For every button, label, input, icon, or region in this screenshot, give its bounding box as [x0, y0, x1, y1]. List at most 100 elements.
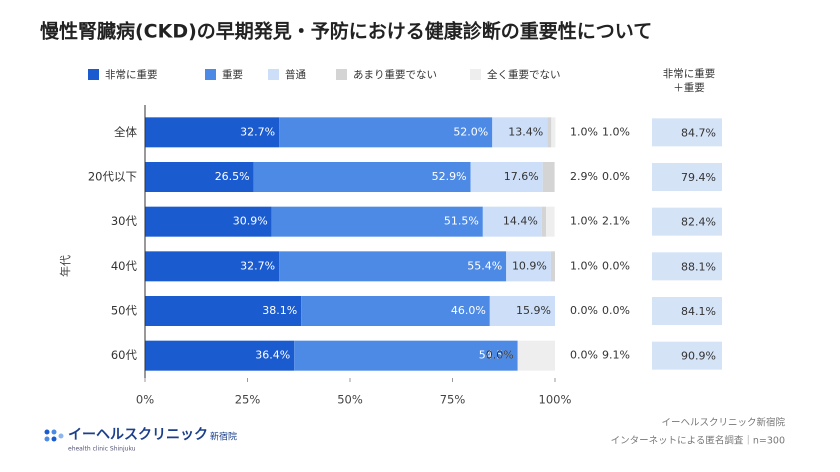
bar-segment [279, 251, 507, 282]
total-label: 90.9% [681, 350, 716, 363]
value-label: 13.4% [508, 125, 543, 138]
legend-swatch [470, 69, 481, 80]
logo-suffix: 新宿院 [210, 431, 237, 443]
source: イーヘルスクリニック新宿院 [661, 417, 785, 429]
total-box [652, 297, 722, 325]
total-box [652, 341, 722, 370]
source: インターネットによる匿名調査｜n=300 [611, 435, 785, 447]
total-label: 79.4% [681, 171, 716, 184]
y-axis-label: 年代 [58, 255, 72, 277]
y-tick-label: 50代 [111, 304, 138, 318]
value-label: 36.4% [255, 349, 290, 362]
legend-label: 重要 [222, 68, 243, 81]
value-label: 15.9% [516, 304, 551, 317]
logo-dot [58, 433, 64, 439]
value-label: 0.0% [570, 304, 598, 317]
total-box [652, 207, 722, 236]
total-label: 84.1% [681, 305, 716, 318]
y-tick-label: 60代 [111, 348, 138, 362]
total-label: 88.1% [681, 260, 716, 273]
value-label: 26.5% [215, 170, 250, 183]
bar-segment [279, 117, 493, 148]
bar-segment [542, 162, 555, 192]
legend-swatch [88, 69, 99, 80]
bar-segment [551, 117, 556, 148]
value-label: 55.4% [467, 259, 502, 272]
bar-segment [482, 206, 542, 237]
value-label: 17.6% [504, 170, 539, 183]
bar-segment [145, 117, 280, 148]
bar-segment [541, 206, 546, 237]
value-label: 0.0% [602, 259, 630, 272]
value-label: 0.0% [486, 349, 514, 362]
x-tick-label: 0% [136, 393, 154, 407]
value-label: 1.0% [570, 215, 598, 228]
legend-label: 全く重要でない [487, 68, 561, 81]
value-label: 52.0% [453, 125, 488, 138]
y-tick-label: 30代 [111, 214, 138, 228]
value-label: 2.9% [570, 170, 598, 183]
value-label: 46.0% [451, 304, 486, 317]
value-label: 51.5% [444, 215, 479, 228]
x-tick-label: 100% [539, 393, 572, 407]
y-tick-label: 40代 [111, 259, 138, 273]
chart-title: 慢性腎臓病(CKD)の早期発見・予防における健康診断の重要性について [40, 20, 652, 43]
value-label: 38.1% [262, 304, 297, 317]
logo-dot [44, 429, 50, 435]
value-label: 1.0% [570, 259, 598, 272]
bar-segment [550, 251, 555, 282]
x-tick-label: 25% [235, 393, 261, 407]
total-label: 82.4% [681, 216, 716, 229]
logo-name: イーヘルスクリニック [68, 427, 208, 443]
value-label: 32.7% [240, 259, 275, 272]
bar-segment [470, 162, 543, 192]
y-tick-label: 20代以下 [88, 170, 137, 184]
value-label: 30.9% [233, 215, 268, 228]
legend-swatch [268, 69, 279, 80]
bar-segment [145, 206, 272, 237]
legend-label: 非常に重要 [105, 68, 158, 81]
value-label: 14.4% [503, 215, 538, 228]
bar-segment [506, 251, 551, 282]
bar-segment [145, 251, 280, 282]
legend-swatch [205, 69, 216, 80]
value-label: 52.9% [432, 170, 467, 183]
total-box [652, 163, 722, 191]
bar-segment [145, 340, 295, 371]
total-label: 84.7% [681, 126, 716, 139]
bar-segment [517, 340, 555, 371]
value-label: 1.0% [570, 125, 598, 138]
y-tick-label: 全体 [114, 125, 137, 139]
totals-header: 非常に重要＋重要 [662, 68, 716, 94]
x-tick-label: 50% [337, 393, 363, 407]
value-label: 32.7% [240, 125, 275, 138]
bar-segment [253, 162, 471, 192]
value-label: 1.0% [602, 125, 630, 138]
bar-segment [545, 206, 555, 237]
x-tick-label: 75% [440, 393, 466, 407]
logo: イーヘルスクリニック 新宿院 ehealth clinic Shinjuku [44, 427, 237, 453]
value-label: 0.0% [570, 349, 598, 362]
bar-segment [294, 340, 518, 371]
value-label: 10.9% [512, 259, 547, 272]
value-label: 54.5% [479, 349, 514, 362]
bar-segment [492, 117, 548, 148]
bar-segment [547, 117, 552, 148]
logo-dot [51, 436, 57, 442]
bar-segment [145, 296, 302, 326]
value-label: 2.1% [602, 215, 630, 228]
value-label: 0.0% [602, 170, 630, 183]
bar-segment [145, 162, 254, 192]
legend-label: 普通 [285, 68, 306, 81]
total-box [652, 252, 722, 281]
logo-tagline: ehealth clinic Shinjuku [68, 446, 136, 453]
logo-dot [44, 436, 50, 442]
bar-segment [271, 206, 483, 237]
value-label: 0.0% [602, 304, 630, 317]
bar-segment [301, 296, 490, 326]
legend-swatch [336, 69, 347, 80]
bar-segment [489, 296, 555, 326]
total-box [652, 118, 722, 147]
